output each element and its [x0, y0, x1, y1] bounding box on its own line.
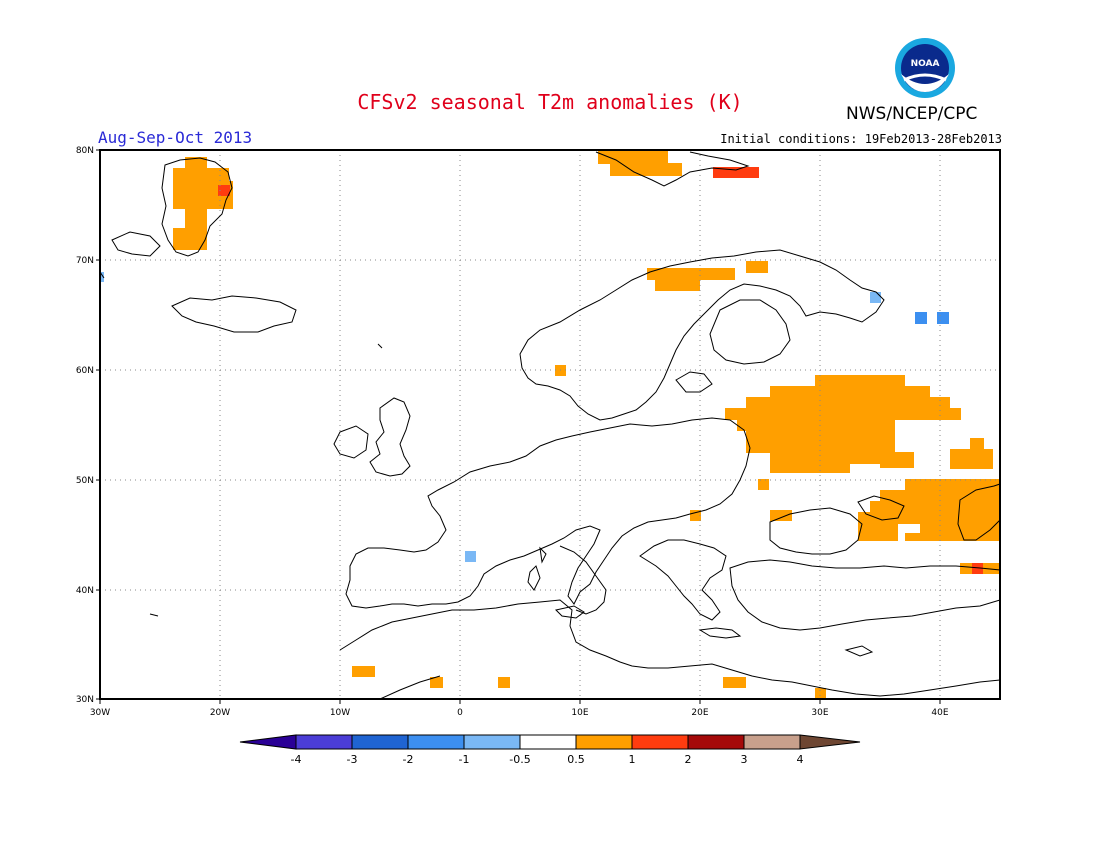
- initial-conditions-label: Initial conditions: 19Feb2013-28Feb2013: [720, 132, 1002, 146]
- gridlines: [100, 150, 1000, 699]
- colorbar-label: -2: [403, 753, 414, 766]
- colorbar-segment-lt-minus4: [239, 734, 297, 750]
- colorbar-label: -1: [459, 753, 470, 766]
- colorbar-segment: [295, 734, 353, 750]
- lat-label-40n: 40N: [76, 586, 94, 596]
- lon-label-0: 0: [457, 708, 463, 718]
- colorbar-segment: [743, 734, 801, 750]
- lon-label-30e: 30E: [811, 708, 828, 718]
- colorbar-label: -0.5: [509, 753, 530, 766]
- colorbar-segment-gt-4: [799, 734, 861, 750]
- lat-label-70n: 70N: [76, 256, 94, 266]
- anomaly-shading: [100, 150, 1000, 699]
- lon-label-10e: 10E: [571, 708, 588, 718]
- colorbar-segment: [575, 734, 633, 750]
- map-border: [99, 149, 1001, 700]
- colorbar-label: 1: [629, 753, 636, 766]
- season-label: Aug-Sep-Oct 2013: [98, 128, 253, 147]
- colorbar-segment: [687, 734, 745, 750]
- lat-label-30n: 30N: [76, 695, 94, 705]
- lat-label-80n: 80N: [76, 146, 94, 156]
- colorbar-segment: [407, 734, 465, 750]
- lon-label-20e: 20E: [691, 708, 708, 718]
- map-title: CFSv2 seasonal T2m anomalies (K): [357, 90, 743, 114]
- lon-label-10w: 10W: [330, 708, 350, 718]
- tick-marks: [96, 149, 941, 704]
- noaa-logo-icon: NOAA: [895, 38, 955, 98]
- colorbar-segment: [519, 734, 577, 750]
- lat-label-50n: 50N: [76, 476, 94, 486]
- colorbar-label: 3: [741, 753, 748, 766]
- colorbar-label: 2: [685, 753, 692, 766]
- colorbar-segment: [631, 734, 689, 750]
- colorbar-label: 4: [797, 753, 804, 766]
- lon-label-20w: 20W: [210, 708, 230, 718]
- lon-label-30w: 30W: [90, 708, 110, 718]
- colorbar-label: -4: [291, 753, 302, 766]
- colorbar-label: 0.5: [567, 753, 585, 766]
- lat-label-60n: 60N: [76, 366, 94, 376]
- agency-label: NWS/NCEP/CPC: [846, 104, 978, 124]
- lon-label-40e: 40E: [931, 708, 948, 718]
- colorbar-segment: [463, 734, 521, 750]
- colorbar: -4 -3 -2 -1 -0.5 0.5 1 2 3 4: [239, 734, 861, 766]
- logo-text: NOAA: [911, 59, 940, 69]
- coastlines: [99, 151, 1001, 700]
- colorbar-label: -3: [347, 753, 358, 766]
- colorbar-segment: [351, 734, 409, 750]
